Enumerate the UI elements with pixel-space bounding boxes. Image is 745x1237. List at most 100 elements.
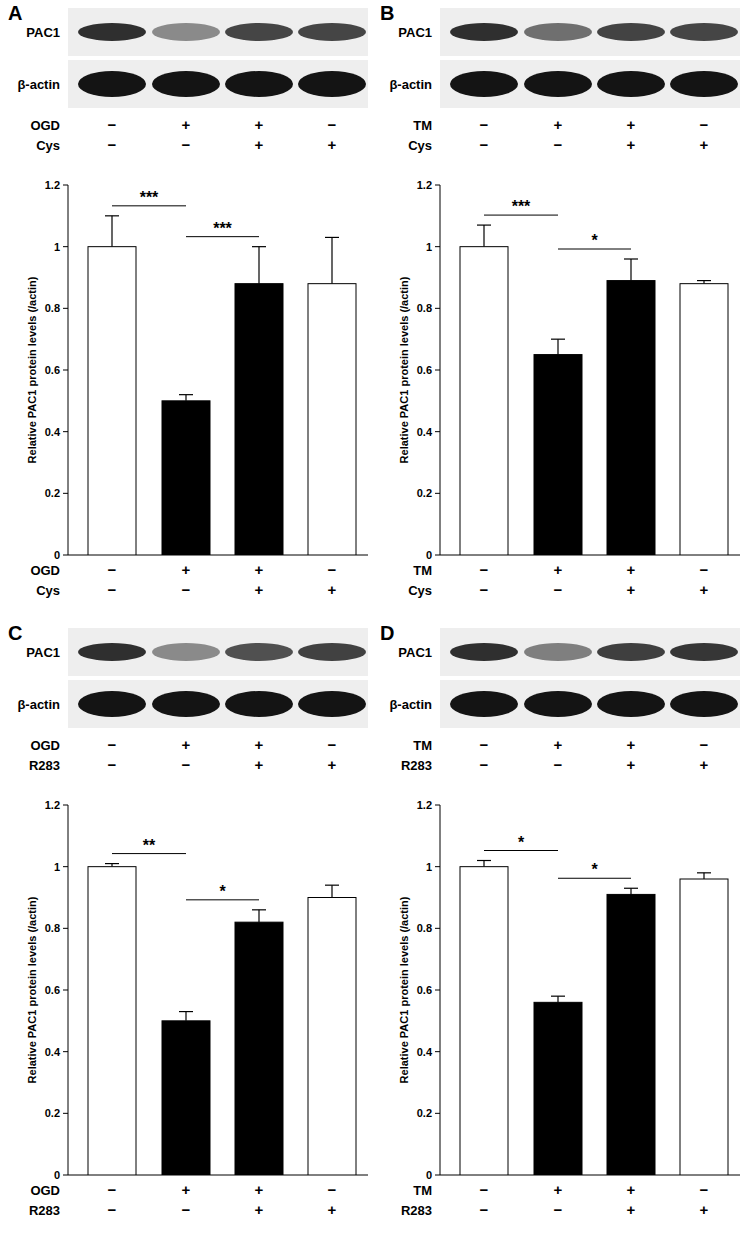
panel: DPAC1β-actinTM−++−R283−−++TM−++−R283−−++… <box>380 622 740 1218</box>
blot-band <box>524 23 592 41</box>
y-tick-label: 0.6 <box>417 364 432 376</box>
significance-label: * <box>518 834 525 851</box>
treatment-name: TM <box>413 738 432 753</box>
blot-background <box>440 628 740 676</box>
y-tick <box>435 431 440 432</box>
y-tick <box>63 928 68 929</box>
significance-label: ** <box>143 837 156 854</box>
y-tick <box>435 308 440 309</box>
treatment-sign: + <box>328 136 337 153</box>
blot-label: PAC1 <box>398 25 432 40</box>
treatment-sign: + <box>182 116 191 133</box>
treatment-name: Cys <box>408 138 432 153</box>
error-bar <box>483 225 484 247</box>
error-bar <box>185 1012 186 1021</box>
treatment-name: OGD <box>30 563 60 578</box>
treatment-sign: + <box>700 581 709 598</box>
error-bar <box>111 216 112 247</box>
error-bar <box>258 247 259 284</box>
y-tick-label: 1 <box>54 861 60 873</box>
treatment-sign: + <box>554 736 563 753</box>
panel-label: C <box>8 622 22 644</box>
y-tick-label: 0.2 <box>417 1107 432 1119</box>
y-axis-label: Relative PAC1 protein levels (/actin) <box>26 276 38 463</box>
treatment-sign: + <box>700 136 709 153</box>
treatment-sign: − <box>700 1181 709 1198</box>
error-bar <box>185 395 186 401</box>
blot-band <box>597 71 665 97</box>
error-bar <box>483 861 484 867</box>
treatment-name: OGD <box>30 1183 60 1198</box>
treatment-sign: − <box>700 561 709 578</box>
treatment-sign: + <box>627 581 636 598</box>
error-cap <box>325 885 339 886</box>
treatment-sign: + <box>182 736 191 753</box>
error-cap <box>551 996 565 997</box>
bar <box>88 867 136 1175</box>
y-tick <box>63 1051 68 1052</box>
treatment-name: OGD <box>30 738 60 753</box>
y-tick-label: 0.8 <box>45 302 60 314</box>
blot-band <box>670 71 738 97</box>
blot-label: PAC1 <box>26 645 60 660</box>
blot-band <box>597 691 665 717</box>
blot-band <box>225 643 293 661</box>
y-tick <box>435 185 440 186</box>
y-tick-label: 1.2 <box>45 179 60 191</box>
treatment-sign: − <box>108 581 117 598</box>
bar <box>235 922 283 1175</box>
treatment-sign: + <box>255 136 264 153</box>
y-tick <box>435 1175 440 1176</box>
blot-band <box>670 691 738 717</box>
y-tick-label: 0.6 <box>45 364 60 376</box>
treatment-sign: + <box>255 581 264 598</box>
blot-label: β-actin <box>389 697 432 712</box>
treatment-sign: − <box>182 136 191 153</box>
error-cap <box>697 280 711 281</box>
treatment-sign: − <box>108 756 117 773</box>
error-cap <box>551 339 565 340</box>
treatment-name: TM <box>413 563 432 578</box>
treatment-sign: − <box>554 136 563 153</box>
treatment-sign: − <box>328 116 337 133</box>
y-tick-label: 1.2 <box>417 799 432 811</box>
blot-band <box>450 23 518 41</box>
blot-band <box>225 71 293 97</box>
treatment-sign: + <box>627 1201 636 1218</box>
y-tick-label: 1.2 <box>417 179 432 191</box>
treatment-sign: + <box>255 1181 264 1198</box>
y-tick-label: 1 <box>54 241 60 253</box>
marks <box>88 216 356 555</box>
blot-background <box>68 60 368 108</box>
treatment-sign: + <box>554 116 563 133</box>
significance-label: * <box>219 883 226 900</box>
treatment-name: Cys <box>36 583 60 598</box>
y-tick-label: 0.4 <box>417 426 433 438</box>
significance-label: *** <box>140 189 159 206</box>
bar <box>162 401 210 555</box>
y-tick-label: 0.4 <box>417 1046 433 1058</box>
treatment-name: Cys <box>408 583 432 598</box>
error-cap <box>252 246 266 247</box>
treatment-sign: − <box>700 116 709 133</box>
blot-label: PAC1 <box>26 25 60 40</box>
y-tick <box>63 246 68 247</box>
bar <box>460 247 508 555</box>
treatment-sign: + <box>255 736 264 753</box>
y-tick <box>63 1113 68 1114</box>
treatment-sign: + <box>554 561 563 578</box>
treatment-sign: + <box>700 1201 709 1218</box>
bar <box>534 1002 582 1175</box>
y-tick-label: 0 <box>426 549 432 561</box>
treatment-name: TM <box>413 118 432 133</box>
treatment-sign: + <box>627 136 636 153</box>
significance-label: *** <box>512 198 531 215</box>
treatment-sign: + <box>182 561 191 578</box>
treatment-sign: − <box>182 581 191 598</box>
blot-band <box>298 23 366 41</box>
y-tick <box>63 555 68 556</box>
y-tick <box>63 431 68 432</box>
y-tick <box>435 1113 440 1114</box>
blot-background <box>440 680 740 728</box>
blot-band <box>524 691 592 717</box>
